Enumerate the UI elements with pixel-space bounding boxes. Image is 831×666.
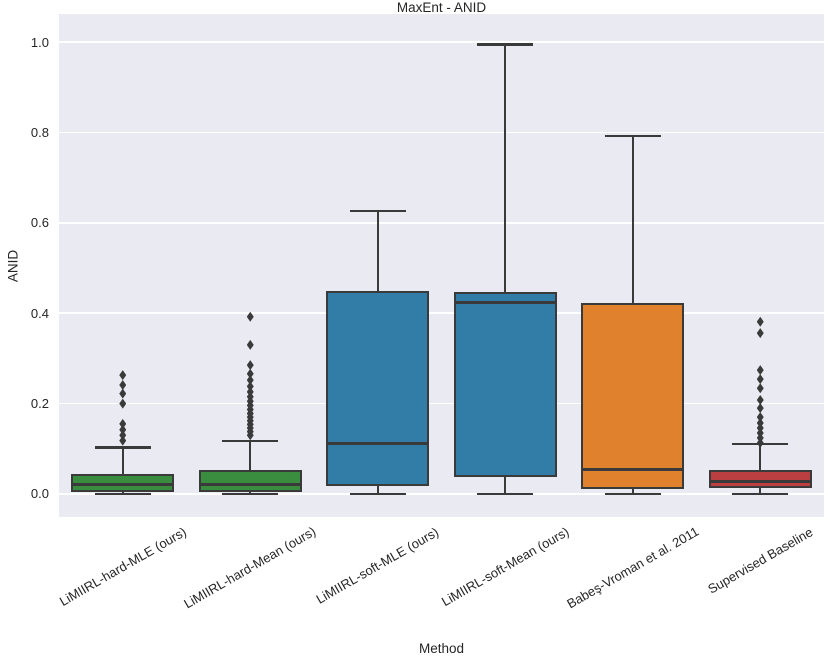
median-line (73, 483, 173, 487)
whisker-cap (94, 446, 151, 449)
whisker-lower (376, 485, 379, 494)
outlier-diamond (756, 417, 764, 428)
whisker-lower (759, 488, 762, 494)
whisker-upper (504, 44, 507, 292)
y-gridline (59, 41, 824, 43)
chart-title: MaxEnt - ANID (396, 0, 487, 15)
whisker-upper (759, 443, 762, 470)
outlier-diamond (756, 412, 764, 423)
whisker-cap (477, 492, 534, 496)
x-tick-label: LiMIIRL-soft-Mean (ours) (439, 523, 572, 610)
outlier-diamond (119, 370, 127, 381)
outlier-diamond (119, 424, 127, 435)
median-line (455, 301, 555, 305)
box-3 (326, 291, 430, 486)
box-1 (71, 473, 175, 492)
x-tick-label: Supervised Baseline (704, 524, 816, 597)
box-6 (708, 469, 812, 489)
outlier-diamond (246, 368, 254, 379)
y-axis-label: ANID (5, 249, 21, 283)
whisker-lower (504, 476, 507, 494)
whisker-cap (732, 492, 789, 496)
outlier-diamond (119, 398, 127, 409)
x-tick-label: Babeş-Vroman et al. 2011 (564, 524, 702, 612)
x-tick-label: LiMIIRL-hard-Mean (ours) (181, 524, 319, 612)
whisker-upper (121, 447, 124, 474)
whisker-cap (222, 439, 279, 443)
y-gridline (59, 493, 824, 495)
y-tick-label: 0.6 (30, 215, 49, 231)
y-tick-label: 0.0 (30, 486, 49, 502)
outlier-diamond (246, 386, 254, 397)
outlier-diamond (756, 316, 764, 327)
whisker-cap (349, 209, 406, 213)
box-4 (453, 291, 557, 477)
outlier-diamond (756, 374, 764, 385)
whisker-cap (477, 43, 534, 46)
x-axis-label: Method (418, 641, 465, 656)
whisker-lower (631, 488, 634, 494)
whisker-cap (604, 134, 661, 138)
y-gridline (59, 131, 824, 134)
outlier-diamond (246, 360, 254, 371)
box-5 (581, 302, 685, 489)
outlier-diamond (119, 435, 127, 446)
y-tick-label: 1.0 (30, 34, 49, 50)
outlier-diamond (756, 403, 764, 414)
outlier-diamond (246, 311, 254, 322)
y-tick-label: 0.8 (30, 124, 49, 140)
outlier-diamond (246, 375, 254, 386)
whisker-cap (604, 492, 661, 496)
median-line (710, 480, 810, 484)
median-line (328, 442, 428, 446)
outlier-diamond (756, 365, 764, 376)
median-line (583, 467, 683, 471)
outlier-diamond (119, 388, 127, 399)
y-gridline (59, 222, 824, 224)
whisker-cap (94, 492, 151, 496)
median-line (200, 483, 300, 487)
whisker-upper (376, 211, 379, 292)
y-gridline (59, 312, 824, 314)
x-tick-label: LiMIIRL-hard-MLE (ours) (56, 524, 189, 609)
x-tick-label: LiMIIRL-soft-MLE (ours) (313, 524, 442, 607)
whisker-upper (249, 441, 252, 470)
outlier-diamond (119, 380, 127, 391)
whisker-upper (631, 136, 634, 303)
y-gridline (59, 402, 824, 405)
outlier-diamond (756, 394, 764, 405)
box-2 (198, 469, 302, 493)
outlier-diamond (756, 328, 764, 339)
outlier-diamond (246, 381, 254, 392)
whisker-cap (349, 492, 406, 496)
y-tick-label: 0.4 (30, 305, 49, 321)
outlier-diamond (756, 383, 764, 394)
outlier-diamond (119, 430, 127, 441)
plot-area: LiMIIRL-hard-MLE (ours) LiMIIRL-hard-Mean… (57, 14, 824, 612)
y-tick-label: 0.2 (30, 396, 49, 412)
whisker-cap (222, 492, 279, 496)
outlier-diamond (246, 339, 254, 350)
outlier-diamond (119, 418, 127, 429)
